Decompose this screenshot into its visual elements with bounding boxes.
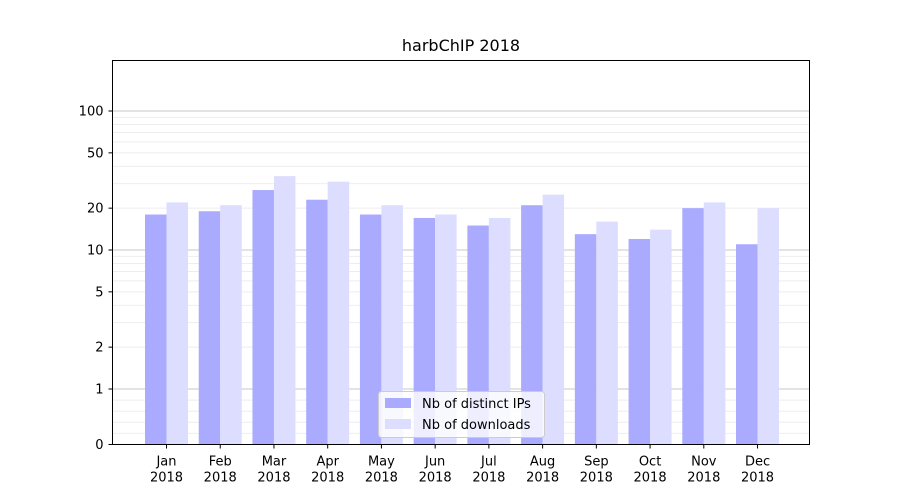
x-tick-label-month: Sep: [584, 455, 609, 470]
bar-downloads: [381, 205, 403, 445]
bar-downloads: [596, 221, 618, 445]
x-tick-label-month: Oct: [639, 455, 661, 470]
bar-distinct-ips: [198, 211, 221, 445]
bar-distinct-ips: [736, 244, 758, 445]
x-tick-label-month: Aug: [530, 455, 555, 470]
bar-distinct-ips: [359, 214, 382, 445]
legend-swatch: [385, 398, 411, 408]
x-tick-label-month: May: [368, 455, 395, 470]
bars: [145, 176, 780, 445]
legend-label: Nb of downloads: [422, 418, 531, 433]
y-tick-label: 10: [87, 244, 104, 259]
bar-distinct-ips: [467, 225, 489, 445]
bar-distinct-ips: [682, 208, 704, 445]
y-axis: 0 1 2 5 10 20 50 100: [79, 105, 113, 453]
bar-downloads: [327, 181, 350, 445]
bar-downloads: [542, 194, 565, 445]
bar-distinct-ips: [413, 217, 436, 445]
x-tick-label-month: Mar: [262, 455, 287, 470]
bar-downloads: [488, 217, 511, 445]
x-tick-label-month: Feb: [209, 455, 232, 470]
x-tick-label-year: 2018: [365, 471, 398, 486]
bar-distinct-ips: [306, 199, 328, 445]
x-tick-label-year: 2018: [472, 471, 505, 486]
y-tick-label: 100: [79, 105, 104, 120]
plot-frame: [112, 60, 810, 445]
legend-box: [378, 391, 545, 438]
bar-distinct-ips: [145, 214, 167, 445]
bar-downloads: [220, 205, 242, 445]
x-tick-label-month: Apr: [316, 455, 339, 470]
x-tick-label-year: 2018: [526, 471, 559, 486]
x-tick-label-year: 2018: [204, 471, 237, 486]
bar-downloads: [650, 229, 672, 445]
x-tick-label-year: 2018: [257, 471, 290, 486]
legend: Nb of distinct IPs Nb of downloads: [378, 391, 545, 438]
y-tick-label: 0: [95, 438, 103, 453]
x-tick-label-month: Jun: [424, 455, 445, 470]
bar-distinct-ips: [628, 238, 651, 445]
x-tick-label-year: 2018: [150, 471, 183, 486]
bar-distinct-ips: [521, 205, 543, 445]
x-tick-label-year: 2018: [687, 471, 720, 486]
bar-downloads: [435, 214, 457, 445]
legend-swatch: [385, 419, 411, 429]
y-tick-label: 5: [95, 285, 103, 300]
x-tick-label-year: 2018: [741, 471, 774, 486]
y-tick-label: 1: [95, 383, 103, 398]
bar-downloads: [703, 202, 726, 445]
x-tick-label-month: Dec: [745, 455, 770, 470]
bar-distinct-ips: [574, 234, 597, 445]
bar-downloads: [273, 176, 296, 445]
bar-distinct-ips: [252, 190, 274, 445]
x-tick-label-year: 2018: [580, 471, 613, 486]
chart-title: harbChIP 2018: [402, 36, 520, 55]
y-tick-label: 2: [95, 341, 103, 356]
bar-downloads: [757, 208, 780, 445]
x-tick-label-month: Nov: [691, 455, 717, 470]
x-tick-label-year: 2018: [419, 471, 452, 486]
legend-label: Nb of distinct IPs: [422, 397, 531, 412]
x-tick-label-month: Jan: [155, 455, 176, 470]
x-axis: Jan2018Feb2018Mar2018Apr2018May2018Jun20…: [150, 444, 774, 486]
x-tick-label-year: 2018: [311, 471, 344, 486]
x-tick-label-year: 2018: [634, 471, 667, 486]
bar-downloads: [166, 202, 188, 445]
y-tick-label: 20: [87, 202, 104, 217]
x-tick-label-month: Jul: [480, 455, 497, 470]
y-tick-label: 50: [87, 146, 104, 161]
